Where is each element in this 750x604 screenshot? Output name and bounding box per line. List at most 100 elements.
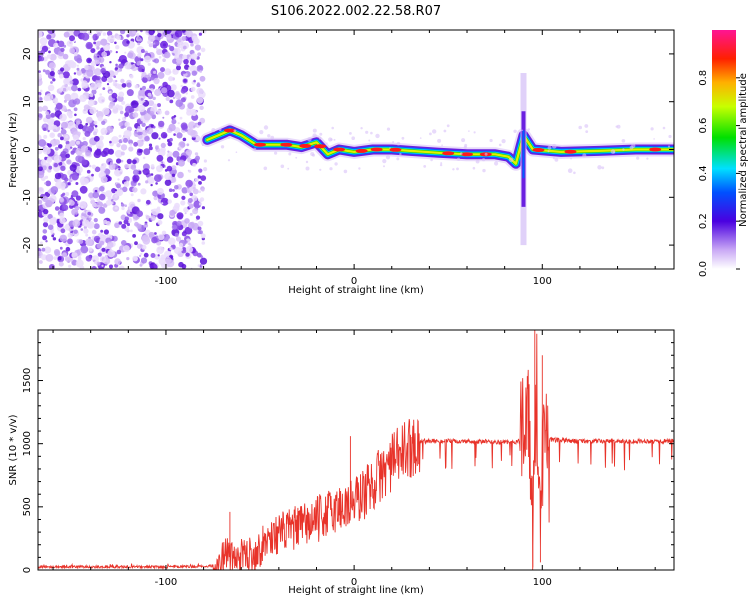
noise-speckle <box>116 158 122 164</box>
noise-speckle <box>111 92 118 99</box>
noise-speckle <box>120 144 128 151</box>
faint-speck <box>259 130 264 135</box>
faint-speck <box>233 129 237 133</box>
noise-speckle <box>89 82 98 91</box>
noise-speckle <box>69 41 72 44</box>
noise-speckle <box>74 214 77 217</box>
noise-speckle <box>38 78 43 86</box>
noise-speckle <box>186 143 190 147</box>
noise-speckle <box>57 40 65 48</box>
noise-speckle <box>89 223 92 226</box>
noise-speckle <box>62 252 67 258</box>
noise-speckle <box>118 63 124 69</box>
faint-speck <box>650 127 654 131</box>
noise-speckle <box>142 156 146 160</box>
faint-speck <box>267 134 271 138</box>
faint-speck <box>489 138 493 143</box>
noise-speckle <box>197 175 201 179</box>
noise-speckle <box>164 110 170 116</box>
noise-speckle <box>93 131 97 136</box>
noise-speckle <box>50 186 59 194</box>
noise-speckle <box>148 100 155 107</box>
noise-speckle <box>154 174 162 183</box>
noise-speckle <box>126 40 130 44</box>
noise-speckle <box>158 56 162 59</box>
noise-speckle <box>48 165 53 170</box>
noise-speckle <box>149 110 155 116</box>
noise-speckle <box>54 172 62 180</box>
noise-speckle <box>181 187 188 194</box>
noise-speckle <box>45 199 53 208</box>
noise-speckle <box>109 50 113 53</box>
noise-speckle <box>140 30 143 33</box>
faint-speck <box>440 162 443 165</box>
noise-speckle <box>146 176 155 185</box>
noise-speckle <box>181 36 187 41</box>
noise-speckle <box>80 68 86 74</box>
noise-speckle <box>124 216 129 221</box>
noise-speckle <box>116 143 121 148</box>
noise-speckle <box>174 30 183 38</box>
ridge-hotspot <box>461 152 473 157</box>
noise-speckle <box>114 189 118 192</box>
noise-speckle <box>108 103 114 109</box>
noise-speckle <box>156 109 162 115</box>
faint-speck <box>460 152 463 155</box>
noise-speckle <box>123 181 130 187</box>
noise-speckle <box>114 258 121 265</box>
noise-speckle <box>180 200 186 206</box>
noise-speckle <box>93 120 98 125</box>
faint-speck <box>312 128 317 133</box>
noise-speckle <box>130 211 133 214</box>
faint-speck <box>203 159 207 163</box>
noise-speckle <box>67 160 70 163</box>
noise-speckle <box>138 89 146 97</box>
noise-speckle <box>85 41 93 50</box>
faint-speck <box>430 158 433 162</box>
noise-speckle <box>68 75 72 78</box>
noise-speckle <box>155 182 158 185</box>
noise-speckle <box>182 54 188 60</box>
noise-speckle <box>140 257 148 264</box>
noise-speckle <box>183 73 186 77</box>
noise-speckle <box>45 240 48 243</box>
noise-speckle <box>185 149 193 156</box>
noise-speckle <box>47 168 52 173</box>
noise-speckle <box>74 205 80 211</box>
faint-speck <box>310 152 315 156</box>
noise-speckle <box>168 123 176 132</box>
noise-speckle <box>171 119 177 125</box>
noise-speckle <box>152 96 156 101</box>
noise-speckle <box>38 171 45 179</box>
noise-speckle <box>184 73 188 76</box>
noise-speckle <box>147 92 152 97</box>
noise-speckle <box>42 222 49 228</box>
noise-speckle <box>187 186 190 189</box>
noise-speckle <box>141 244 147 250</box>
noise-speckle <box>164 68 172 76</box>
faint-speck <box>461 138 466 143</box>
noise-speckle <box>157 32 162 38</box>
noise-speckle <box>106 30 113 37</box>
faint-speck <box>521 129 523 132</box>
ridge-hotspot <box>389 147 402 152</box>
noise-speckle <box>140 49 145 53</box>
noise-speckle <box>119 187 123 190</box>
noise-speckle <box>42 229 48 234</box>
noise-speckle <box>180 84 183 88</box>
noise-speckle <box>145 199 151 205</box>
noise-speckle <box>168 76 174 82</box>
noise-speckle <box>150 253 156 258</box>
noise-speckle <box>121 83 127 88</box>
noise-speckle <box>197 121 202 126</box>
noise-speckle <box>100 176 108 184</box>
faint-speck <box>475 159 480 164</box>
noise-speckle <box>162 81 168 88</box>
noise-speckle <box>185 92 188 95</box>
noise-speckle <box>78 123 84 130</box>
noise-speckle <box>126 89 134 97</box>
spectrogram-xtick-label: -100 <box>155 276 178 287</box>
noise-speckle <box>38 199 43 205</box>
faint-speck <box>429 132 432 136</box>
noise-speckle <box>57 132 62 138</box>
